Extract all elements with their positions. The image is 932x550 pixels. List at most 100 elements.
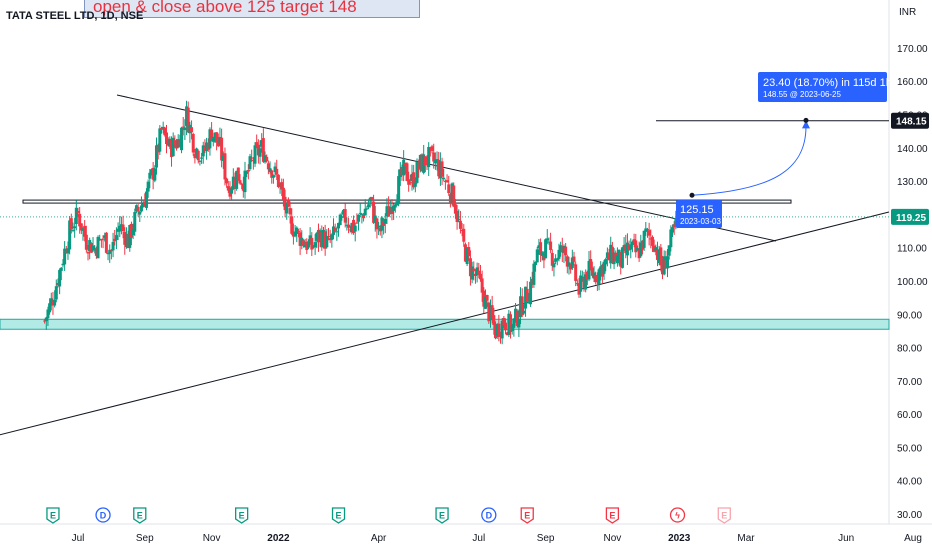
candle-body bbox=[632, 239, 636, 243]
price-badge[interactable]: 148.15 bbox=[891, 112, 929, 129]
candle-body bbox=[522, 310, 526, 314]
candle-body bbox=[114, 235, 118, 240]
event-marker-dividend[interactable]: D bbox=[95, 507, 111, 523]
candle-body bbox=[48, 303, 52, 313]
candle-body bbox=[410, 173, 414, 182]
candle-body bbox=[499, 334, 503, 337]
ascending-trendline[interactable] bbox=[0, 211, 890, 436]
event-marker-earnings-future[interactable]: E bbox=[717, 507, 731, 524]
event-marker-earnings[interactable]: E bbox=[331, 507, 346, 524]
candle-body bbox=[200, 157, 204, 159]
candle-body bbox=[617, 249, 621, 259]
event-marker-earnings[interactable]: E bbox=[133, 507, 147, 524]
candle-body bbox=[627, 244, 631, 251]
candle-body bbox=[153, 168, 157, 181]
price-badge[interactable]: 119.25 bbox=[891, 208, 929, 225]
candle-body bbox=[567, 262, 571, 267]
candle-body bbox=[335, 231, 339, 233]
candle-body bbox=[417, 165, 421, 170]
candle-body bbox=[507, 313, 511, 335]
event-marker-earnings-red[interactable]: E bbox=[520, 507, 534, 524]
candle-body bbox=[301, 240, 305, 246]
candle-body bbox=[141, 203, 145, 208]
candle-body bbox=[43, 320, 47, 322]
event-marker-shape bbox=[605, 507, 620, 524]
candle-body bbox=[438, 161, 442, 179]
candle-body bbox=[615, 255, 619, 264]
candle-body bbox=[210, 129, 214, 141]
x-tick-label: Jul bbox=[472, 533, 485, 544]
candle-body bbox=[111, 241, 115, 251]
time-axis[interactable]: Jul Sep Nov 2022 Apr Jul Sep Nov 2023 Mar Jun Aug bbox=[72, 533, 922, 544]
event-marker-earnings[interactable]: E bbox=[46, 507, 60, 524]
event-marker-earnings[interactable]: E bbox=[235, 507, 249, 524]
candle-body bbox=[139, 205, 143, 212]
projection-headline: 23.40 (18.70%) in 115d 1h bbox=[763, 77, 892, 89]
support-zone[interactable] bbox=[0, 318, 890, 330]
projection-arrow[interactable] bbox=[691, 126, 807, 196]
candle-body bbox=[300, 237, 304, 246]
candle-body bbox=[347, 224, 351, 228]
candle-body bbox=[203, 147, 207, 151]
candle-body bbox=[333, 228, 337, 231]
candle-body bbox=[123, 231, 127, 245]
resistance-band[interactable] bbox=[22, 199, 792, 204]
candle-body bbox=[580, 276, 584, 278]
candle-body bbox=[216, 141, 220, 147]
candle-body bbox=[562, 245, 566, 254]
candle-body bbox=[600, 264, 604, 277]
candle-body bbox=[435, 159, 439, 163]
candle-body bbox=[671, 227, 675, 233]
candle-body bbox=[206, 142, 210, 150]
event-marker-shape bbox=[717, 507, 731, 524]
event-marker-earnings[interactable]: E bbox=[435, 507, 449, 524]
candle-body bbox=[490, 305, 494, 318]
candle-body bbox=[64, 250, 68, 253]
candle-body bbox=[113, 238, 117, 242]
event-marker-letter: E bbox=[439, 511, 445, 521]
event-marker-letter: D bbox=[100, 511, 107, 521]
candle-body bbox=[290, 216, 294, 234]
candle-body bbox=[622, 245, 626, 248]
candlesticks[interactable] bbox=[43, 100, 680, 345]
candle-body bbox=[482, 290, 486, 307]
candle-body bbox=[375, 218, 379, 230]
projection-start-point[interactable] bbox=[689, 192, 695, 198]
candle-body bbox=[332, 226, 336, 235]
event-marker-earnings-red[interactable]: E bbox=[605, 507, 620, 524]
candle-body bbox=[298, 232, 302, 246]
annotation-note[interactable]: open & close above 125 target 148 bbox=[84, 0, 420, 18]
candle-body bbox=[235, 170, 239, 189]
candle-body bbox=[595, 279, 599, 282]
candle-body bbox=[221, 155, 225, 162]
event-marker-shape bbox=[331, 507, 346, 524]
candle-body bbox=[442, 177, 446, 180]
price-axis[interactable]: INR170.00160.00150.00140.00130.00120.001… bbox=[891, 7, 929, 521]
candle-body bbox=[667, 245, 671, 256]
candle-body bbox=[599, 266, 603, 273]
candle-body bbox=[116, 228, 120, 232]
event-marker-split[interactable]: ϟ bbox=[669, 507, 686, 523]
projection-start-price: 125.15 bbox=[680, 204, 714, 216]
candle-body bbox=[305, 241, 309, 251]
candle-body bbox=[193, 154, 197, 159]
x-tick-label: 2022 bbox=[267, 533, 290, 544]
candle-body bbox=[178, 139, 182, 148]
candle-body bbox=[412, 172, 416, 188]
candle-body bbox=[463, 244, 467, 262]
projection-end-point[interactable] bbox=[803, 117, 809, 123]
candle-body bbox=[185, 106, 189, 126]
candle-body bbox=[655, 249, 659, 260]
event-marker-dividend[interactable]: D bbox=[481, 507, 497, 523]
candle-body bbox=[258, 148, 262, 157]
candle-body bbox=[342, 209, 346, 215]
candle-body bbox=[250, 157, 254, 159]
candle-body bbox=[569, 264, 573, 270]
y-tick-label: 30.00 bbox=[897, 510, 922, 521]
candle-body bbox=[296, 230, 300, 232]
price-badge-bg bbox=[891, 112, 929, 129]
